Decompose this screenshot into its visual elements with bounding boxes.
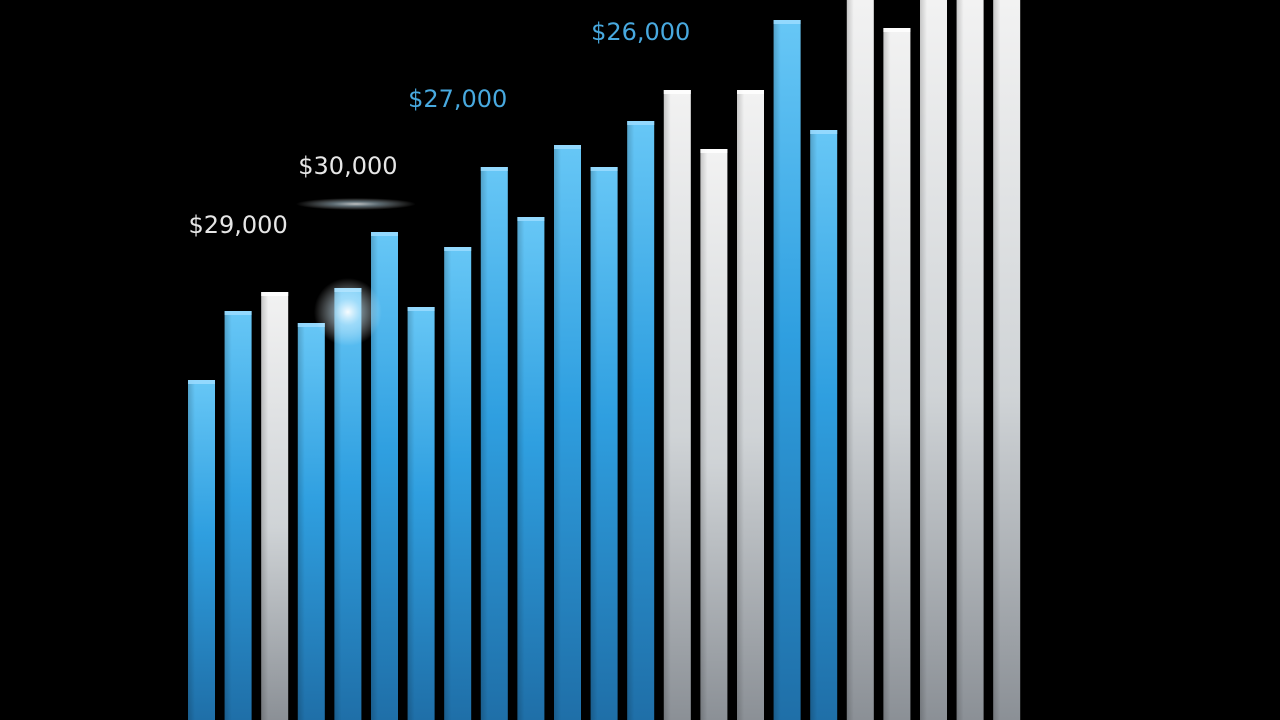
bar-side-shade (993, 0, 1001, 720)
bar-side-shade (883, 28, 891, 720)
bar-2 (224, 311, 252, 720)
bar-side-shade (920, 0, 927, 720)
bar-3 (261, 292, 289, 720)
bar-top-highlight (627, 121, 655, 125)
bar-side-shade (700, 149, 708, 720)
light-flare-layer (295, 198, 416, 346)
bar-top-highlight (444, 247, 472, 251)
bar-value-label: $26,000 (591, 18, 690, 46)
bar-top-highlight (407, 307, 435, 311)
bar-side-shade (334, 288, 342, 720)
bar-top-highlight (590, 167, 618, 171)
bar-9 (480, 167, 508, 720)
bar-top-highlight (810, 130, 838, 134)
bar-side-shade (810, 130, 818, 720)
bar-19 (846, 0, 874, 720)
bar-8 (444, 247, 472, 720)
labels-layer: $29,000 $30,000 $27,000 $26,000 (188, 18, 690, 239)
bar-20 (883, 28, 911, 720)
bar-4 (297, 323, 325, 720)
bar-top-highlight (188, 380, 215, 384)
bar-22 (956, 0, 984, 720)
bar-21 (920, 0, 947, 720)
light-flare (313, 278, 382, 346)
light-streak (295, 198, 416, 210)
bar-side-shade (444, 247, 452, 720)
bar-12 (590, 167, 618, 720)
bar-side-shade (737, 90, 744, 720)
bars-layer (188, 0, 1021, 720)
bar-side-shade (224, 311, 232, 720)
bar-top-highlight (773, 20, 801, 24)
bar-1 (188, 380, 215, 720)
bar-side-shade (846, 0, 854, 720)
bar-top-highlight (517, 217, 545, 221)
bar-side-shade (956, 0, 964, 720)
bar-top-highlight (224, 311, 252, 315)
bar-top-highlight (297, 323, 325, 327)
bar-top-highlight (261, 292, 289, 296)
bar-18 (810, 130, 838, 720)
bar-top-highlight (663, 90, 691, 94)
bar-top-highlight (883, 28, 911, 32)
bar-top-highlight (480, 167, 508, 171)
bar-14 (663, 90, 691, 720)
bar-7 (407, 307, 435, 720)
bar-23 (993, 0, 1021, 720)
bar-top-highlight (700, 149, 728, 153)
bar-top-highlight (737, 90, 764, 94)
bar-top-highlight (371, 232, 398, 236)
bar-side-shade (773, 20, 781, 720)
bar-16 (737, 90, 764, 720)
bar-17 (773, 20, 801, 720)
bar-side-shade (188, 380, 195, 720)
bar-top-highlight (554, 145, 581, 149)
bar-value-label: $30,000 (298, 152, 397, 180)
bar-side-shade (663, 90, 671, 720)
bar-side-shade (627, 121, 635, 720)
bar-15 (700, 149, 728, 720)
bar-10 (517, 217, 545, 720)
bar-13 (627, 121, 655, 720)
bar-side-shade (480, 167, 488, 720)
bar-side-shade (261, 292, 269, 720)
bar-side-shade (407, 307, 415, 720)
bar-side-shade (517, 217, 525, 720)
bar-side-shade (554, 145, 561, 720)
bar-value-label: $29,000 (188, 211, 287, 239)
bar-value-label: $27,000 (408, 85, 507, 113)
bar-side-shade (371, 232, 378, 720)
bar-side-shade (297, 323, 305, 720)
bar-11 (554, 145, 581, 720)
bar-5 (334, 288, 362, 720)
bar-side-shade (590, 167, 598, 720)
